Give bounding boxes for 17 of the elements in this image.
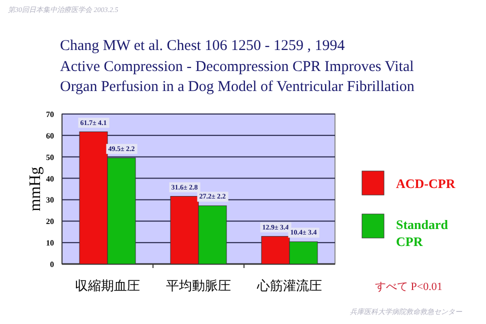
legend-label: ACD-CPR bbox=[396, 176, 456, 191]
y-tick-label: 40 bbox=[46, 174, 54, 184]
chart-subtitle: Active Compression - Decompression CPR Improves Vital Organ Perfusion in a Dog Model of Ventricular Fibrillation bbox=[60, 59, 415, 95]
y-tick-label: 60 bbox=[46, 131, 54, 140]
x-tick-label: 心筋灌流圧 bbox=[256, 278, 322, 293]
text: すべて P<0.01 bbox=[375, 281, 442, 293]
y-tick-label: 70 bbox=[46, 110, 54, 119]
y-tick-label: 50 bbox=[46, 152, 54, 162]
chart-title: Chang MW et al. Chest 106 1250 - 1259 , 1994 bbox=[60, 38, 346, 54]
y-tick-label: 10 bbox=[46, 238, 54, 248]
x-tick-label: 収縮期血圧 bbox=[75, 278, 140, 293]
y-axis-title: mmHg bbox=[27, 166, 44, 212]
y-tick-label: 20 bbox=[46, 217, 54, 226]
x-tick-label: 平均動脈圧 bbox=[166, 278, 231, 293]
y-tick-label: 30 bbox=[46, 196, 54, 205]
y-tick-label: 0 bbox=[50, 260, 54, 269]
legend-label: Standard CPR bbox=[396, 217, 449, 249]
